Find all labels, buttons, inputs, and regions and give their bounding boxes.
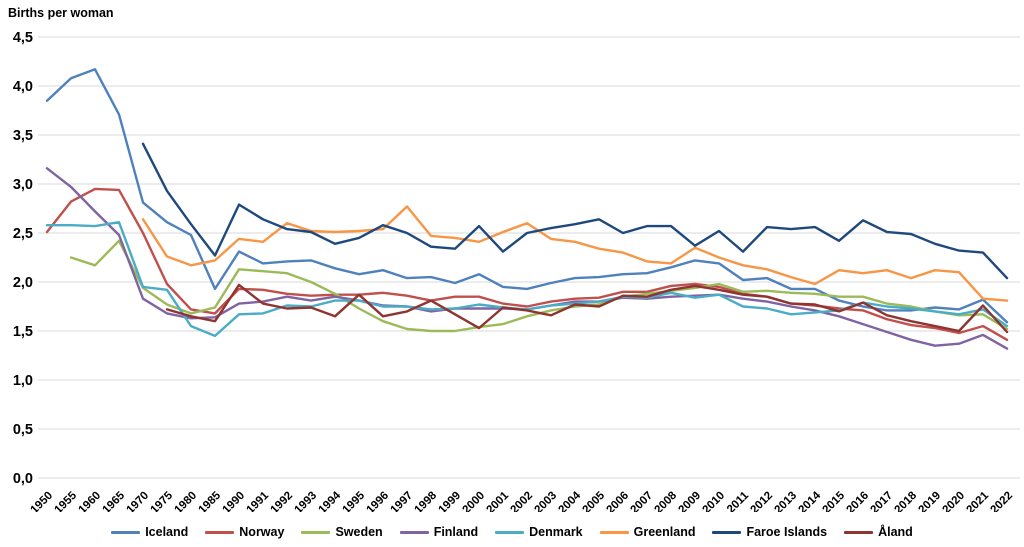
x-axis-tick-label: 2010	[701, 490, 728, 512]
x-axis-tick-label: 1991	[245, 489, 272, 512]
legend-item-norway: Norway	[205, 525, 284, 539]
legend-label-faroe-islands: Faroe Islands	[746, 525, 828, 539]
series-line-iceland	[45, 68, 1009, 324]
y-axis-tick-label: 3,5	[13, 128, 33, 144]
x-axis-tick-label: 1975	[149, 489, 176, 512]
x-axis-tick-label: 2005	[581, 489, 608, 512]
legend-item-iceland: Iceland	[111, 525, 188, 539]
legend-label-finland: Finland	[433, 525, 479, 539]
x-axis-tick-label: 2020	[941, 490, 968, 512]
legend-swatch-finland	[399, 530, 429, 534]
x-axis-tick-label: 1985	[197, 489, 224, 512]
series-line-finland	[45, 167, 1009, 350]
x-axis-tick-label: 1996	[365, 490, 392, 512]
y-axis-tick-label: 4,5	[13, 30, 33, 46]
x-axis-tick-label: 2021	[965, 489, 992, 512]
legend-swatch-norway	[205, 530, 235, 534]
x-axis-tick-label: 2015	[821, 489, 848, 512]
fertility-line-chart: 4,54,03,53,02,52,01,51,00,50,01950195519…	[13, 30, 1020, 512]
x-axis-tick-label: 2007	[629, 490, 656, 512]
legend-swatch-denmark	[495, 530, 525, 534]
x-axis-tick-label: 1994	[317, 489, 344, 512]
x-axis-tick-label: 2011	[725, 489, 752, 512]
legend-item-faroe-islands: Faroe Islands	[712, 525, 827, 539]
chart-legend: Iceland Norway Sweden Finland Denmark Greenla…	[0, 525, 1024, 539]
x-axis-tick-label: 2016	[845, 490, 872, 512]
legend-label-denmark: Denmark	[529, 525, 583, 539]
legend-swatch-aland	[844, 530, 874, 534]
legend-label-sweden: Sweden	[335, 525, 383, 539]
legend-item-sweden: Sweden	[301, 525, 383, 539]
x-axis-tick-label: 2000	[461, 490, 488, 512]
legend-label-greenland: Greenland	[633, 525, 696, 539]
legend-label-iceland: Iceland	[145, 525, 189, 539]
x-axis-tick-label: 2017	[869, 490, 896, 512]
legend-swatch-faroe-islands	[712, 530, 742, 534]
legend-swatch-sweden	[301, 530, 331, 534]
legend-item-greenland: Greenland	[599, 525, 696, 539]
x-axis-tick-label: 1970	[125, 490, 152, 512]
legend-label-aland: Åland	[878, 525, 913, 539]
x-axis-tick-label: 1990	[221, 490, 248, 512]
x-axis-tick-label: 2014	[797, 489, 824, 512]
legend-label-norway: Norway	[239, 525, 285, 539]
series-line-aland	[165, 283, 1009, 334]
x-axis-tick-label: 2022	[989, 490, 1016, 512]
x-axis-tick-label: 1955	[53, 489, 80, 512]
y-axis-tick-label: 4,0	[13, 79, 33, 95]
legend-swatch-greenland	[599, 530, 629, 534]
x-axis-tick-label: 1960	[77, 490, 104, 512]
x-axis-tick-label: 2006	[605, 490, 632, 512]
x-axis-tick-label: 1980	[173, 490, 200, 512]
legend-item-denmark: Denmark	[495, 525, 583, 539]
x-axis-tick-label: 2009	[677, 490, 704, 512]
x-axis-tick-label: 2012	[749, 490, 776, 512]
x-axis-tick-label: 1997	[389, 490, 416, 512]
x-axis-tick-label: 2002	[509, 490, 536, 512]
y-axis-tick-label: 0,0	[13, 471, 33, 487]
y-axis-tick-label: 1,5	[13, 324, 33, 340]
x-axis-tick-label: 1995	[341, 489, 368, 512]
y-axis-tick-label: 0,5	[13, 422, 33, 438]
chart-title: Births per woman	[8, 6, 114, 20]
x-axis-tick-label: 2004	[557, 489, 584, 512]
x-axis-tick-label: 1999	[437, 490, 464, 512]
y-axis-tick-label: 2,5	[13, 226, 33, 242]
legend-swatch-iceland	[111, 530, 141, 534]
x-axis-tick-label: 1950	[29, 490, 56, 512]
x-axis-tick-label: 2013	[773, 490, 800, 512]
x-axis-tick-label: 2018	[893, 489, 920, 512]
y-axis-tick-label: 2,0	[13, 275, 33, 291]
legend-item-aland: Åland	[844, 525, 913, 539]
series-line-faroe-islands	[141, 142, 1009, 280]
x-axis-tick-label: 2008	[653, 489, 680, 512]
x-axis-tick-label: 1993	[293, 490, 320, 512]
series-line-greenland	[141, 205, 1009, 302]
x-axis-tick-label: 1992	[269, 490, 296, 512]
x-axis-tick-label: 2019	[917, 490, 944, 512]
y-axis-tick-label: 1,0	[13, 373, 33, 389]
y-axis-tick-label: 3,0	[13, 177, 33, 193]
legend-item-finland: Finland	[399, 525, 479, 539]
x-axis-tick-label: 1965	[101, 489, 128, 512]
x-axis-tick-label: 1998	[413, 489, 440, 512]
x-axis-tick-label: 2001	[485, 489, 512, 512]
x-axis-tick-label: 2003	[533, 490, 560, 512]
